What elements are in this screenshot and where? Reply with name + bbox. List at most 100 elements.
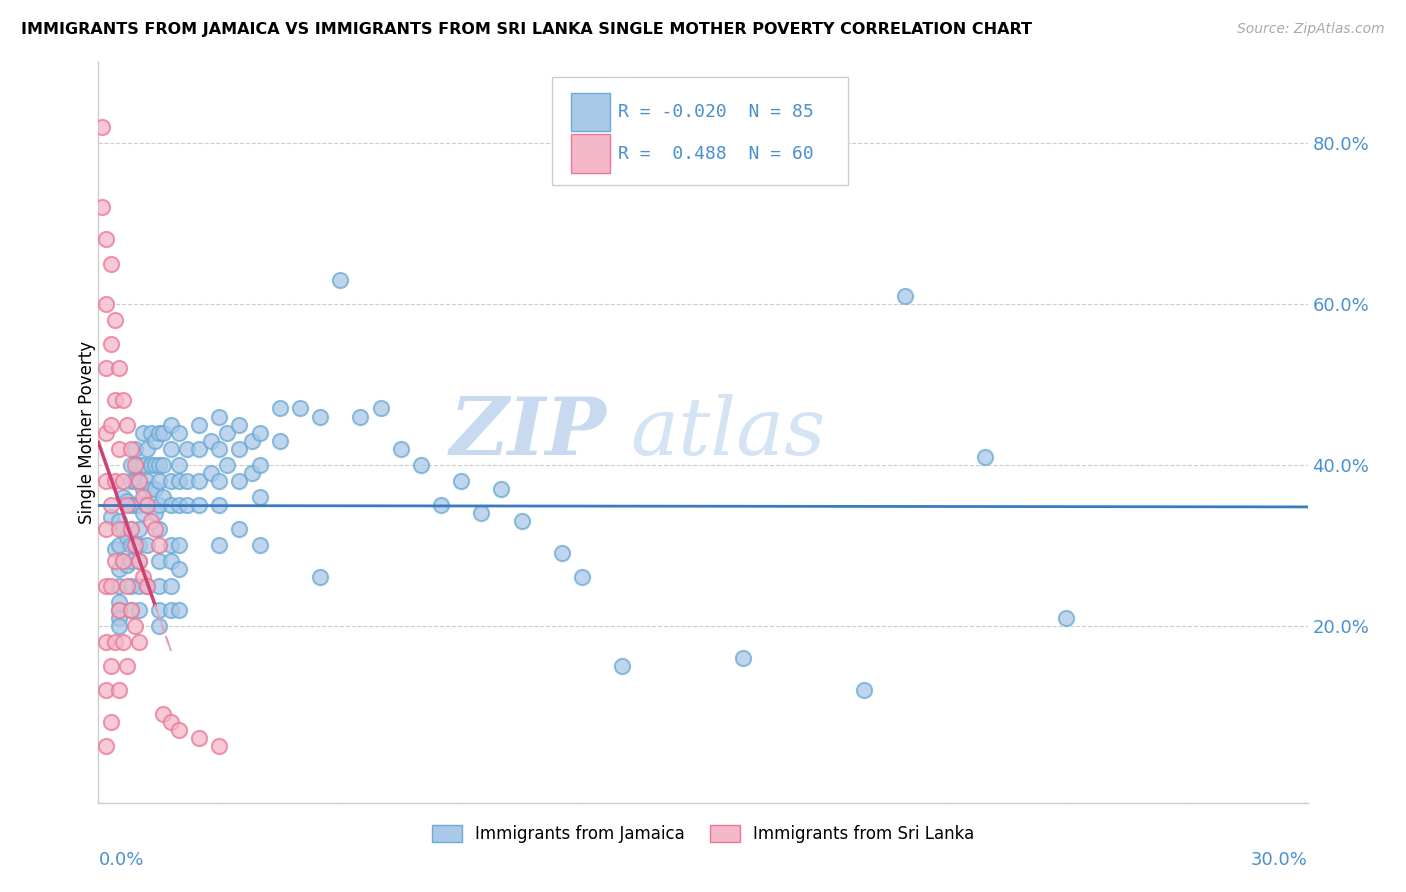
Point: [111, 490, 134, 504]
Point: [103, 542, 125, 557]
Point: [148, 554, 170, 568]
Text: 30.0%: 30.0%: [1251, 851, 1308, 869]
Point: [160, 498, 183, 512]
Point: [100, 257, 122, 271]
Point: [370, 401, 392, 416]
Point: [135, 578, 157, 592]
Point: [132, 490, 155, 504]
Point: [208, 498, 231, 512]
Legend: Immigrants from Jamaica, Immigrants from Sri Lanka: Immigrants from Jamaica, Immigrants from…: [425, 819, 981, 850]
Point: [100, 578, 122, 592]
Point: [128, 578, 150, 592]
Point: [128, 635, 150, 649]
Point: [107, 683, 129, 698]
Point: [107, 538, 129, 552]
Point: [115, 498, 138, 512]
Point: [124, 538, 146, 552]
Text: R =  0.488  N = 60: R = 0.488 N = 60: [619, 145, 814, 162]
Point: [160, 602, 183, 616]
Point: [103, 313, 125, 327]
Point: [160, 442, 183, 456]
Point: [167, 562, 190, 576]
Point: [115, 578, 138, 592]
Point: [135, 498, 157, 512]
Point: [107, 514, 129, 528]
Point: [148, 602, 170, 616]
Point: [120, 522, 142, 536]
Point: [103, 554, 125, 568]
Point: [103, 635, 125, 649]
Point: [148, 538, 170, 552]
Point: [96, 635, 118, 649]
Point: [107, 594, 129, 608]
Point: [115, 659, 138, 673]
Point: [96, 474, 118, 488]
Point: [160, 715, 183, 730]
Point: [107, 602, 129, 616]
Point: [128, 474, 150, 488]
Point: [228, 474, 250, 488]
Point: [132, 482, 155, 496]
Point: [132, 425, 155, 440]
Point: [551, 546, 574, 560]
Point: [120, 458, 142, 472]
Point: [167, 498, 190, 512]
Point: [107, 602, 129, 616]
Point: [160, 417, 183, 432]
Point: [143, 522, 166, 536]
Point: [167, 425, 190, 440]
Point: [96, 522, 118, 536]
Point: [1054, 610, 1077, 624]
Point: [124, 619, 146, 633]
Point: [111, 554, 134, 568]
Point: [217, 425, 239, 440]
Point: [135, 498, 157, 512]
Point: [176, 474, 198, 488]
Point: [111, 474, 134, 488]
Point: [148, 578, 170, 592]
Point: [309, 409, 332, 424]
Point: [96, 683, 118, 698]
Point: [143, 458, 166, 472]
Point: [132, 570, 155, 584]
Point: [612, 659, 634, 673]
Text: ZIP: ZIP: [450, 394, 606, 471]
Point: [329, 273, 352, 287]
Point: [389, 442, 412, 456]
Point: [167, 538, 190, 552]
Point: [100, 715, 122, 730]
Point: [893, 289, 915, 303]
Point: [733, 651, 755, 665]
Point: [430, 498, 453, 512]
Point: [120, 498, 142, 512]
Point: [269, 434, 291, 448]
Point: [148, 619, 170, 633]
Point: [349, 409, 371, 424]
Point: [107, 578, 129, 592]
Point: [152, 490, 174, 504]
Point: [228, 417, 250, 432]
Point: [409, 458, 432, 472]
Point: [120, 538, 142, 552]
Point: [111, 554, 134, 568]
Point: [124, 458, 146, 472]
Point: [128, 458, 150, 472]
Point: [96, 297, 118, 311]
Point: [120, 578, 142, 592]
Point: [96, 425, 118, 440]
Point: [188, 417, 211, 432]
Point: [115, 494, 138, 508]
Point: [120, 474, 142, 488]
Point: [120, 554, 142, 568]
Point: [135, 538, 157, 552]
Point: [96, 361, 118, 376]
Point: [240, 466, 263, 480]
Point: [124, 474, 146, 488]
Point: [269, 401, 291, 416]
Point: [152, 707, 174, 722]
Point: [160, 578, 183, 592]
Point: [188, 731, 211, 746]
Point: [309, 570, 332, 584]
FancyBboxPatch shape: [551, 78, 848, 185]
Point: [128, 554, 150, 568]
